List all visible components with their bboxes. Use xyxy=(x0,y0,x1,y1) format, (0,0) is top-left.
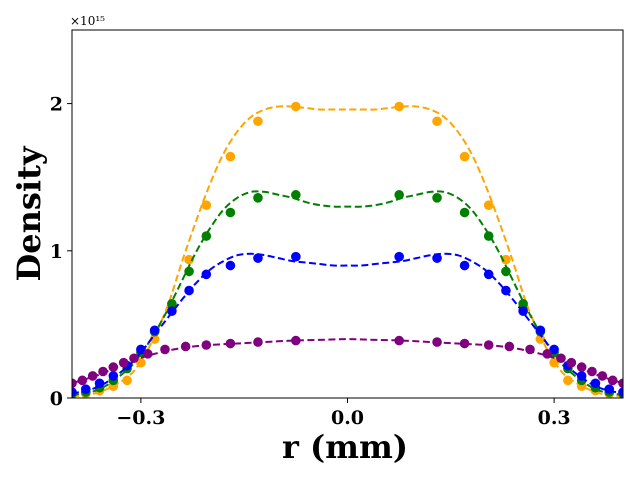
data-point-purple xyxy=(432,337,442,347)
data-point-orange xyxy=(184,254,194,265)
data-point-blue xyxy=(549,344,559,355)
y-tick-label: 1 xyxy=(50,241,63,263)
data-point-blue xyxy=(108,371,119,381)
data-point-purple xyxy=(504,341,515,352)
data-point-purple xyxy=(459,338,470,349)
fit-line-orange xyxy=(72,105,623,398)
data-point-purple xyxy=(129,353,139,364)
data-point-purple xyxy=(483,340,494,350)
y-axis-label: Density xyxy=(10,145,48,281)
x-axis-label: r (mm) xyxy=(282,428,408,466)
data-point-purple xyxy=(587,366,597,377)
y-tick-label: 0 xyxy=(50,388,63,410)
data-point-purple xyxy=(542,349,553,359)
data-point-green xyxy=(167,298,177,309)
data-point-orange xyxy=(291,101,301,112)
data-point-orange xyxy=(201,200,212,210)
data-point-purple xyxy=(291,335,301,346)
axis-layer: −0.3 0.0 0.3 0 1 2 xyxy=(50,94,571,429)
y-offset-text: ×10¹⁵ xyxy=(70,14,105,28)
data-point-green xyxy=(394,190,404,200)
data-point-purple xyxy=(108,362,119,372)
data-point-orange xyxy=(253,116,263,127)
data-point-purple xyxy=(525,344,535,355)
fit-line-green xyxy=(72,190,623,397)
data-point-purple xyxy=(201,340,212,350)
data-point-purple xyxy=(618,378,623,389)
x-tick-label: 0.3 xyxy=(538,407,571,429)
data-point-purple xyxy=(566,357,577,368)
data-point-blue xyxy=(604,384,615,394)
data-point-orange xyxy=(136,357,146,368)
data-point-green xyxy=(225,207,236,218)
data-point-purple xyxy=(556,353,566,364)
data-point-purple xyxy=(607,375,618,386)
data-point-purple xyxy=(118,357,129,368)
data-point-green xyxy=(184,266,194,277)
fit-line-purple xyxy=(72,338,623,385)
y-tick-label: 2 xyxy=(50,94,63,116)
data-point-purple xyxy=(225,338,236,349)
data-point-orange xyxy=(459,151,470,162)
data-point-blue xyxy=(225,260,236,271)
data-point-blue xyxy=(201,269,212,280)
data-point-purple xyxy=(77,375,88,386)
data-point-purple xyxy=(142,349,153,359)
data-point-blue xyxy=(618,387,623,397)
data-point-green xyxy=(459,207,470,218)
series-purple xyxy=(72,335,623,389)
data-point-green xyxy=(483,231,494,241)
data-point-purple xyxy=(180,341,191,352)
data-point-blue xyxy=(94,378,105,389)
data-point-orange xyxy=(225,151,236,162)
data-point-blue xyxy=(459,260,470,271)
fit-line-blue xyxy=(72,252,623,395)
data-point-orange xyxy=(483,200,494,210)
data-point-blue xyxy=(394,251,404,262)
data-point-green xyxy=(201,231,212,241)
data-point-blue xyxy=(253,253,263,263)
data-point-purple xyxy=(394,335,404,346)
data-point-purple xyxy=(253,337,263,347)
data-point-orange xyxy=(149,334,160,344)
data-point-green xyxy=(501,266,511,277)
data-point-blue xyxy=(535,325,546,336)
data-point-purple xyxy=(72,378,77,389)
series-blue xyxy=(72,251,623,397)
data-point-orange xyxy=(394,101,404,112)
data-point-green xyxy=(253,193,263,203)
data-point-blue xyxy=(590,378,601,389)
x-tick-label: 0.0 xyxy=(331,407,364,429)
data-point-blue xyxy=(167,306,177,316)
data-point-blue xyxy=(291,251,301,262)
series-layer xyxy=(72,101,623,398)
data-point-blue xyxy=(576,371,587,381)
data-point-purple xyxy=(160,344,170,355)
data-point-orange xyxy=(501,254,511,265)
x-tick-label: −0.3 xyxy=(116,407,165,429)
data-point-blue xyxy=(483,269,494,280)
data-point-purple xyxy=(576,362,587,372)
data-point-purple xyxy=(98,366,108,377)
data-point-blue xyxy=(184,285,194,296)
data-point-green xyxy=(518,298,528,309)
data-point-orange xyxy=(563,375,573,386)
data-point-blue xyxy=(72,387,77,397)
data-point-blue xyxy=(136,344,146,355)
series-green xyxy=(72,190,623,398)
data-point-blue xyxy=(80,384,91,394)
data-point-green xyxy=(432,193,442,203)
data-point-orange xyxy=(122,375,132,386)
data-point-blue xyxy=(518,306,528,316)
data-point-orange xyxy=(432,116,442,127)
data-point-blue xyxy=(432,253,442,263)
data-point-purple xyxy=(597,371,608,381)
data-point-orange xyxy=(549,357,559,368)
data-point-green xyxy=(291,190,301,200)
data-point-purple xyxy=(87,371,98,381)
data-point-blue xyxy=(501,285,511,296)
data-point-blue xyxy=(149,325,160,336)
